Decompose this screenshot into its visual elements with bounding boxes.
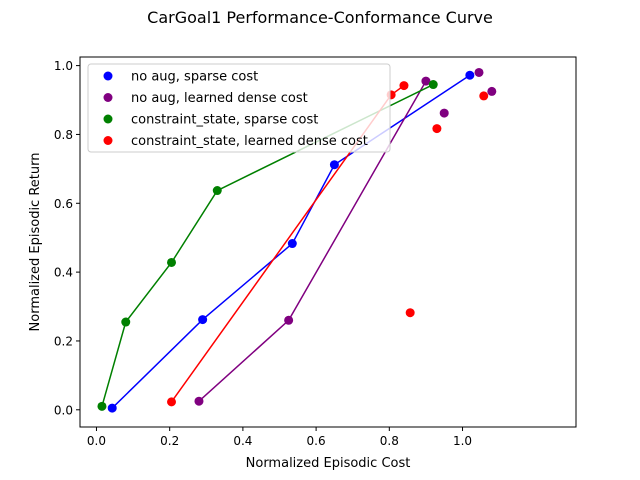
x-tick-label: 0.6 — [307, 434, 326, 448]
legend: no aug, sparse cost no aug, learned dense… — [87, 63, 391, 153]
x-axis-label: Normalized Episodic Cost — [246, 456, 411, 471]
x-tick-label: 1.0 — [453, 434, 472, 448]
series-point-3 — [432, 124, 442, 134]
series-point-2 — [167, 257, 177, 267]
series-point-0 — [198, 315, 208, 325]
series-point-1 — [421, 76, 431, 86]
x-tick-label: 0.8 — [380, 434, 399, 448]
series-point-1 — [439, 108, 449, 118]
series-point-2 — [212, 186, 222, 196]
legend-entry: constraint_state, learned dense cost — [131, 134, 368, 149]
y-tick-label: 1.0 — [54, 59, 73, 73]
series-point-2 — [97, 401, 107, 411]
y-tick-label: 0.6 — [54, 197, 73, 211]
legend-marker — [103, 71, 113, 81]
legend-entry: no aug, learned dense cost — [131, 91, 308, 106]
series-point-0 — [329, 160, 339, 170]
series-points — [97, 67, 497, 413]
series-point-1 — [284, 315, 294, 325]
legend-box — [87, 63, 391, 153]
series-point-1 — [194, 396, 204, 406]
legend-marker — [103, 114, 113, 124]
series-point-3 — [399, 81, 409, 91]
series-point-2 — [121, 317, 131, 327]
x-tick-label: 0.0 — [87, 434, 106, 448]
x-axis: 0.0 0.2 0.4 0.6 0.8 1.0 — [87, 427, 472, 448]
series-point-0 — [107, 403, 117, 413]
series-point-0 — [465, 70, 475, 80]
y-tick-label: 0.4 — [54, 266, 73, 280]
y-tick-label: 0.2 — [54, 334, 73, 348]
chart-title: CarGoal1 Performance-Conformance Curve — [147, 8, 493, 27]
series-point-3 — [167, 397, 177, 407]
x-tick-label: 0.4 — [233, 434, 252, 448]
series-point-1 — [487, 86, 497, 96]
series-point-0 — [287, 239, 297, 249]
legend-entry: constraint_state, sparse cost — [131, 113, 318, 128]
legend-marker — [103, 136, 113, 145]
series-point-2 — [428, 80, 438, 90]
legend-marker — [103, 93, 113, 102]
x-tick-label: 0.2 — [160, 434, 179, 448]
y-tick-label: 0.0 — [54, 403, 73, 417]
legend-entry: no aug, sparse cost — [131, 70, 258, 85]
series-point-3 — [479, 91, 489, 101]
series-point-1 — [474, 67, 484, 77]
y-tick-label: 0.8 — [54, 128, 73, 142]
series-point-3 — [405, 308, 415, 318]
y-axis-label: Normalized Episodic Return — [28, 153, 43, 332]
y-axis: 0.0 0.2 0.4 0.6 0.8 1.0 — [54, 59, 80, 417]
